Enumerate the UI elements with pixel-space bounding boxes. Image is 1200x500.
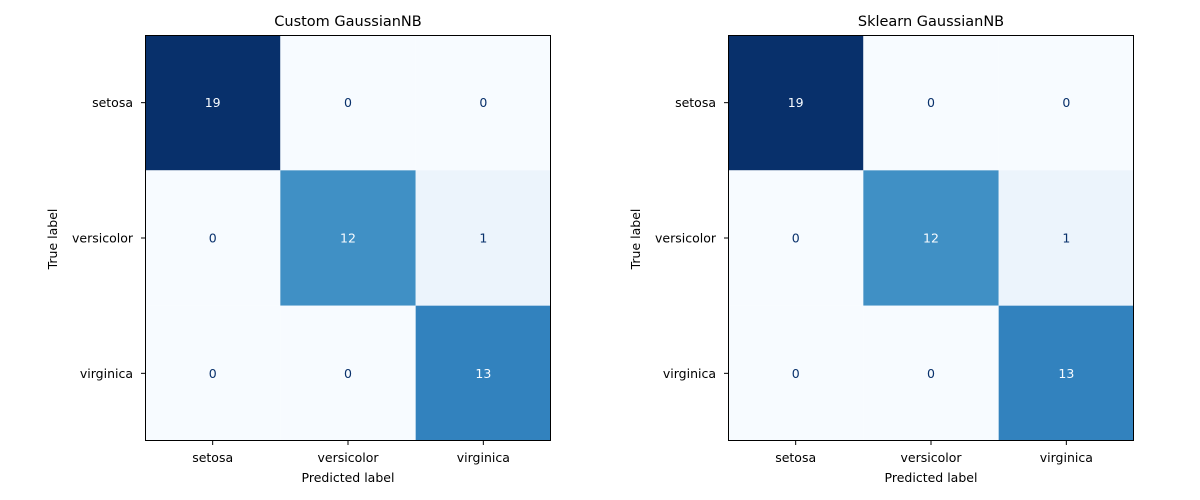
matrix-cell: [415, 170, 551, 306]
plot-frame: [145, 35, 551, 441]
cell-value-label: 0: [1062, 95, 1070, 110]
y-axis-label: True label: [45, 209, 60, 271]
cell-value-label: 1: [479, 231, 487, 246]
matrix-cell: [863, 35, 999, 171]
matrix-cell: [415, 35, 551, 171]
cell-value-label: 0: [792, 366, 800, 381]
cell-value-label: 0: [209, 231, 217, 246]
y-tick-label: versicolor: [655, 231, 717, 246]
y-tick-label: virginica: [663, 366, 716, 381]
cell-value-label: 19: [205, 95, 221, 110]
x-axis-label: Predicted label: [885, 470, 978, 485]
matrix-cell: [145, 170, 281, 306]
y-axis-label: True label: [628, 209, 643, 271]
matrix-cell: [280, 170, 416, 306]
y-tick-label: versicolor: [72, 231, 134, 246]
x-tick-label: versicolor: [318, 450, 380, 465]
x-tick-label: setosa: [775, 450, 816, 465]
matrix-cell: [998, 35, 1134, 171]
matrix-cell: [863, 305, 999, 441]
chart-title: Sklearn GaussianNB: [858, 14, 1004, 30]
cell-value-label: 0: [479, 95, 487, 110]
matrix-cell: [145, 305, 281, 441]
x-tick-label: virginica: [1040, 450, 1093, 465]
cell-value-label: 0: [927, 366, 935, 381]
matrix-cell: [280, 305, 416, 441]
x-tick-label: virginica: [457, 450, 510, 465]
cell-value-label: 0: [344, 366, 352, 381]
cell-value-label: 13: [475, 366, 491, 381]
cell-value-label: 13: [1058, 366, 1074, 381]
plot-frame: [728, 35, 1134, 441]
matrix-cell: [998, 305, 1134, 441]
matrix-cell: [863, 170, 999, 306]
cell-value-label: 0: [209, 366, 217, 381]
x-tick-label: versicolor: [901, 450, 963, 465]
cell-value-label: 0: [344, 95, 352, 110]
matrix-cell: [145, 35, 281, 171]
confusion-matrix-sklearn: Sklearn GaussianNB True label Predicted …: [628, 14, 1134, 485]
y-tick-label: setosa: [675, 95, 716, 110]
cell-value-label: 0: [792, 231, 800, 246]
matrix-cell: [728, 170, 864, 306]
cell-value-label: 12: [340, 231, 356, 246]
confusion-matrix-custom: Custom GaussianNB True label Predicted l…: [45, 14, 551, 485]
cell-value-label: 0: [927, 95, 935, 110]
matrix-cell: [998, 170, 1134, 306]
cell-value-label: 19: [788, 95, 804, 110]
chart-title: Custom GaussianNB: [274, 14, 421, 30]
matrix-cell: [728, 305, 864, 441]
x-tick-label: setosa: [192, 450, 233, 465]
matrix-cell: [280, 35, 416, 171]
matrix-cell: [728, 35, 864, 171]
y-tick-label: setosa: [92, 95, 133, 110]
x-axis-label: Predicted label: [302, 470, 395, 485]
cell-value-label: 12: [923, 231, 939, 246]
matrix-cell: [415, 305, 551, 441]
cell-value-label: 1: [1062, 231, 1070, 246]
y-tick-label: virginica: [80, 366, 133, 381]
